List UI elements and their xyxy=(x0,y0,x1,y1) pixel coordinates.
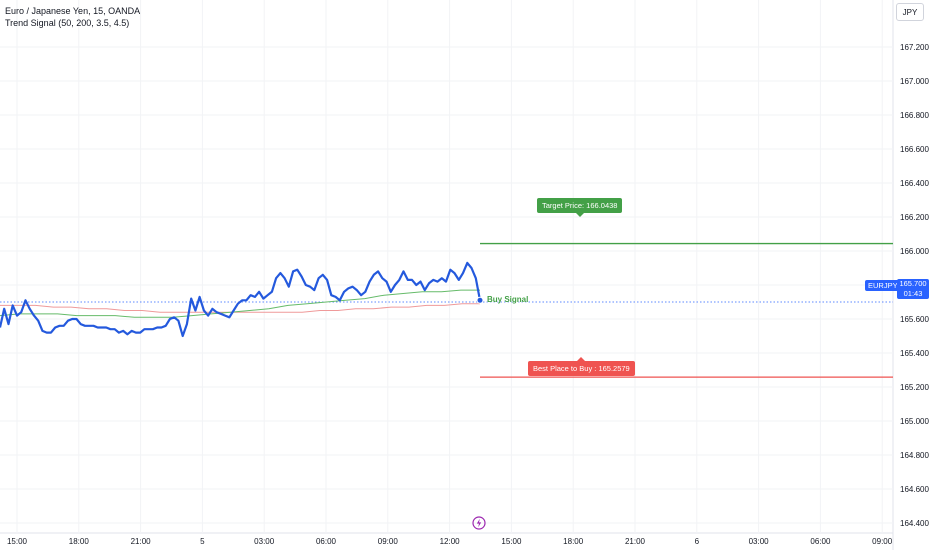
time-tick-label: 15:00 xyxy=(501,537,522,546)
time-axis: 15:00 18:00 21:00 5 03:00 06:00 09:00 12:00 15:0… xyxy=(7,537,893,546)
symbol-title[interactable]: Euro / Japanese Yen, 15, OANDA xyxy=(5,6,141,16)
price-tick-label: 166.000 xyxy=(900,247,929,256)
target-price-label: Target Price: 166.0438 xyxy=(537,198,623,217)
bar-countdown: 01:43 xyxy=(903,288,923,298)
time-tick-label: 18:00 xyxy=(563,537,584,546)
price-tick-label: 166.400 xyxy=(900,179,929,188)
price-tick-label: 164.400 xyxy=(900,519,929,528)
time-tick-label: 03:00 xyxy=(749,537,770,546)
last-price-dot xyxy=(476,296,484,304)
chart-series xyxy=(0,261,484,338)
time-tick-label: 03:00 xyxy=(254,537,275,546)
chart-legend: Euro / Japanese Yen, 15, OANDA Trend Sig… xyxy=(5,5,140,29)
time-tick-label: 18:00 xyxy=(69,537,90,546)
price-tick-label: 167.000 xyxy=(900,77,929,86)
buy-signal-label: Buy Signal xyxy=(487,295,529,304)
price-tick-label: 166.200 xyxy=(900,213,929,222)
level-lines xyxy=(0,242,893,378)
price-tick-label: 164.600 xyxy=(900,485,929,494)
price-tick-label: 165.400 xyxy=(900,349,929,358)
price-tick-label: 165.200 xyxy=(900,383,929,392)
time-tick-label: 21:00 xyxy=(625,537,646,546)
time-tick-label: 12:00 xyxy=(440,537,461,546)
time-tick-label: 6 xyxy=(695,537,700,546)
price-tick-label: 166.800 xyxy=(900,111,929,120)
series-line-fast-ma xyxy=(0,289,480,318)
indicator-title[interactable]: Trend Signal (50, 200, 3.5, 4.5) xyxy=(5,18,130,28)
lightning-bolt-icon[interactable] xyxy=(472,516,486,530)
currency-button[interactable]: JPY xyxy=(896,3,924,21)
price-tick-label: 167.200 xyxy=(900,43,929,52)
symbol-tag: EURJPY xyxy=(865,280,901,291)
price-tick-label: 165.000 xyxy=(900,417,929,426)
time-tick-label: 5 xyxy=(200,537,205,546)
last-price-value: 165.700 xyxy=(899,279,927,288)
time-tick-label: 21:00 xyxy=(131,537,152,546)
series-line-price xyxy=(0,261,482,338)
time-tick-label: 09:00 xyxy=(378,537,399,546)
time-tick-label: 09:00 xyxy=(872,537,893,546)
series-line-slow-ma xyxy=(0,303,480,313)
time-tick-label: 06:00 xyxy=(316,537,337,546)
chart-grid xyxy=(0,0,894,550)
best-buy-label: Best Place to Buy : 165.2579 xyxy=(528,357,635,376)
time-tick-label: 15:00 xyxy=(7,537,28,546)
price-tick-label: 164.800 xyxy=(900,451,929,460)
last-price-tag: 165.700 01:43 xyxy=(897,279,929,299)
price-tick-label: 165.600 xyxy=(900,315,929,324)
price-tick-label: 166.600 xyxy=(900,145,929,154)
time-tick-label: 06:00 xyxy=(810,537,831,546)
